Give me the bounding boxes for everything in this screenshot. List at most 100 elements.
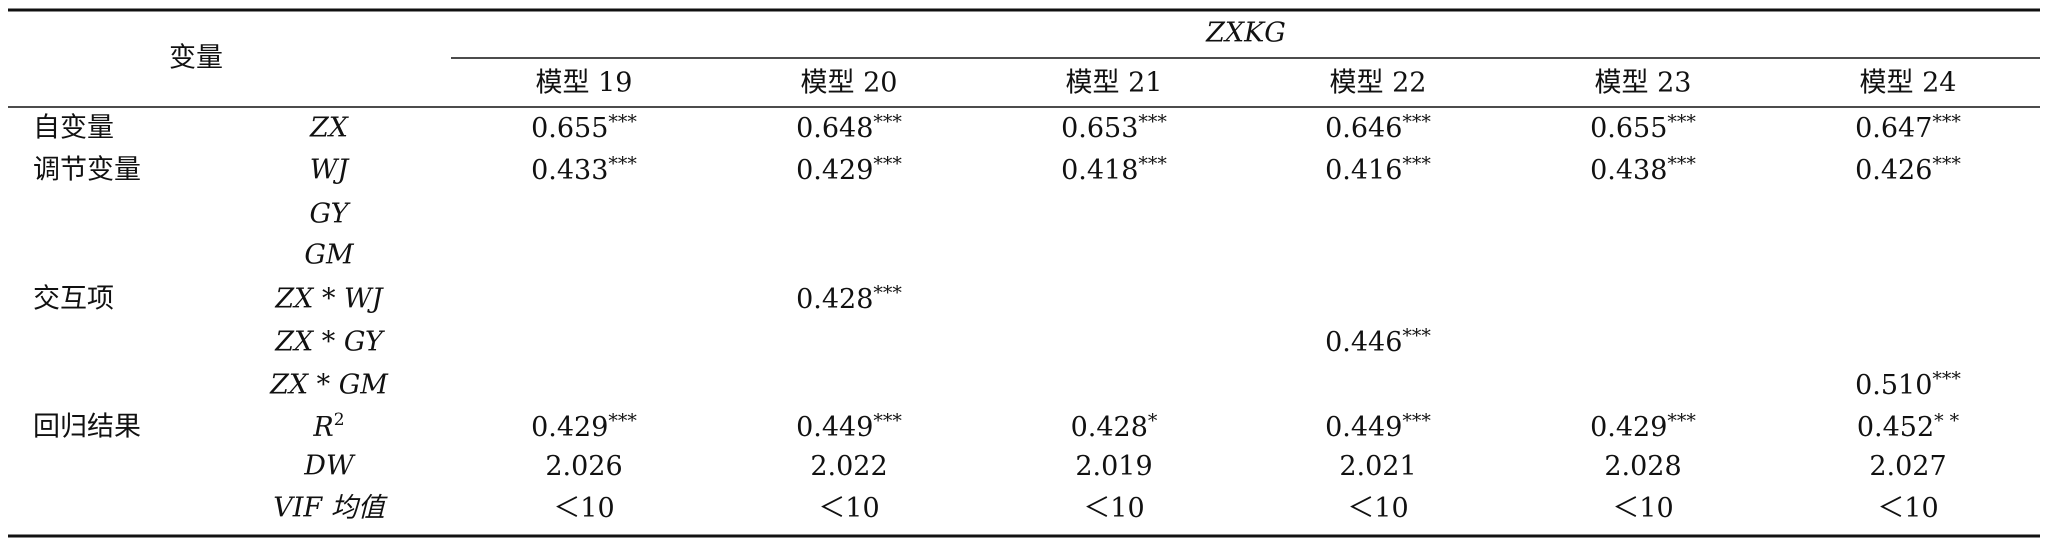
group-label: 交互项 [33, 284, 114, 315]
variable: R2 [312, 410, 344, 443]
cell-value: 0.429 [1590, 412, 1667, 443]
cell: 0.438*** [1590, 153, 1696, 186]
cell: 0.428* [1071, 410, 1158, 443]
cell-value: 0.648 [796, 113, 873, 144]
variable: ZX * WJ [274, 284, 384, 315]
cell-value: ＜10 [553, 493, 614, 524]
cell: 0.452* * [1857, 410, 1960, 443]
cell: 0.655*** [531, 111, 637, 144]
cell-significance: *** [608, 111, 637, 133]
variable: ZX [309, 113, 350, 144]
cell-value: 0.449 [1325, 412, 1402, 443]
cell-significance: *** [1138, 153, 1167, 175]
cell-value: 0.426 [1855, 155, 1932, 186]
cell-value: 0.438 [1590, 155, 1667, 186]
variable: WJ [310, 155, 351, 186]
variable-sup: 2 [334, 410, 345, 430]
cell-value: 0.653 [1061, 113, 1138, 144]
model-header: 模型 20 [801, 68, 898, 99]
corner-header: 变量 [169, 43, 223, 74]
cell: ＜10 [1612, 493, 1673, 524]
cell-value: 0.433 [531, 155, 608, 186]
cell-value: 0.428 [1071, 412, 1148, 443]
cell: 2.027 [1869, 451, 1946, 482]
cell: 0.449*** [1325, 410, 1431, 443]
cell-value: 0.510 [1855, 370, 1932, 401]
cell-value: ＜10 [1877, 493, 1938, 524]
cell: 0.647*** [1855, 111, 1961, 144]
cell-value: 2.019 [1075, 451, 1152, 482]
cell-significance: *** [1667, 410, 1696, 432]
cell-value: 2.022 [810, 451, 887, 482]
cell-significance: * [1148, 410, 1158, 432]
model-header: 模型 22 [1330, 68, 1427, 99]
cell: 2.028 [1604, 451, 1681, 482]
cell-value: 0.418 [1061, 155, 1138, 186]
cell: 0.433*** [531, 153, 637, 186]
cell-value: 2.026 [545, 451, 622, 482]
cell-significance: *** [1932, 111, 1961, 133]
cell: 2.021 [1339, 451, 1416, 482]
cell: 0.418*** [1061, 153, 1167, 186]
group-header: ZXKG [1205, 18, 1286, 49]
cell: 0.429*** [1590, 410, 1696, 443]
cell-value: 0.416 [1325, 155, 1402, 186]
cell-significance: *** [1402, 153, 1431, 175]
cell: 0.510*** [1855, 368, 1961, 401]
cell-value: ＜10 [1347, 493, 1408, 524]
cell-value: 0.452 [1857, 412, 1934, 443]
cell: 0.426*** [1855, 153, 1961, 186]
cell-value: 2.027 [1869, 451, 1946, 482]
cell-significance: * * [1934, 410, 1960, 432]
cell: 2.026 [545, 451, 622, 482]
cell-significance: *** [1932, 153, 1961, 175]
cell: 0.429*** [531, 410, 637, 443]
cell-significance: *** [1402, 410, 1431, 432]
variable: GM [304, 240, 355, 271]
cell-significance: *** [608, 410, 637, 432]
model-header: 模型 23 [1595, 68, 1692, 99]
cell-value: ＜10 [1083, 493, 1144, 524]
cell-significance: *** [1932, 368, 1961, 390]
cell: ＜10 [818, 493, 879, 524]
variable: DW [303, 451, 356, 482]
cell-significance: *** [873, 153, 902, 175]
cell-significance: *** [1667, 153, 1696, 175]
cell-significance: *** [608, 153, 637, 175]
model-header: 模型 24 [1860, 68, 1957, 99]
cell: 0.429*** [796, 153, 902, 186]
model-header: 模型 21 [1066, 68, 1163, 99]
cell-value: ＜10 [818, 493, 879, 524]
cell: 0.646*** [1325, 111, 1431, 144]
cell-value: 0.446 [1325, 327, 1402, 358]
cell: 0.449*** [796, 410, 902, 443]
cell: 0.428*** [796, 282, 902, 315]
cell-value: ＜10 [1612, 493, 1673, 524]
cell: 2.022 [810, 451, 887, 482]
variable: GY [310, 199, 351, 230]
variable: ZX * GM [269, 370, 389, 401]
model-header: 模型 19 [536, 68, 633, 99]
cell-value: 0.647 [1855, 113, 1932, 144]
cell-value: 0.449 [796, 412, 873, 443]
cell: 0.648*** [796, 111, 902, 144]
cell: 0.446*** [1325, 325, 1431, 358]
cell: 0.655*** [1590, 111, 1696, 144]
cell: ＜10 [1083, 493, 1144, 524]
variable: VIF 均值 [273, 493, 388, 524]
group-label: 自变量 [33, 113, 114, 144]
cell-significance: *** [873, 111, 902, 133]
variable-name: R [312, 412, 333, 443]
cell: 0.653*** [1061, 111, 1167, 144]
cell: ＜10 [553, 493, 614, 524]
cell-significance: *** [1402, 325, 1431, 347]
cell-value: 2.028 [1604, 451, 1681, 482]
cell-value: 0.428 [796, 284, 873, 315]
cell-significance: *** [873, 282, 902, 304]
cell: 2.019 [1075, 451, 1152, 482]
cell-significance: *** [873, 410, 902, 432]
cell: ＜10 [1877, 493, 1938, 524]
cell: ＜10 [1347, 493, 1408, 524]
cell-significance: *** [1138, 111, 1167, 133]
cell-value: 0.429 [531, 412, 608, 443]
